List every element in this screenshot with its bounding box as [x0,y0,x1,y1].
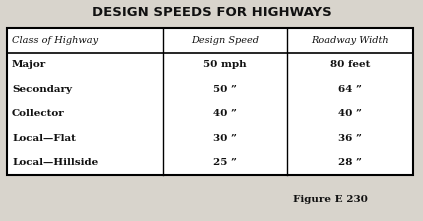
Text: 25 ”: 25 ” [213,158,237,167]
Text: 36 ”: 36 ” [338,134,362,143]
Text: Major: Major [12,60,47,69]
Text: Local—Flat: Local—Flat [12,134,76,143]
Text: 28 ”: 28 ” [338,158,362,167]
Text: 64 ”: 64 ” [338,85,362,94]
Text: 40 ”: 40 ” [213,109,237,118]
Text: 50 mph: 50 mph [203,60,247,69]
Text: Local—Hillside: Local—Hillside [12,158,98,167]
Text: Secondary: Secondary [12,85,72,94]
Text: Roadway Width: Roadway Width [311,36,389,45]
Text: DESIGN SPEEDS FOR HIGHWAYS: DESIGN SPEEDS FOR HIGHWAYS [92,6,331,19]
Text: 50 ”: 50 ” [213,85,237,94]
Text: Collector: Collector [12,109,65,118]
Text: Class of Highway: Class of Highway [12,36,98,45]
Text: 80 feet: 80 feet [330,60,370,69]
Text: 30 ”: 30 ” [213,134,237,143]
Text: Figure E 230: Figure E 230 [293,196,368,204]
Text: Design Speed: Design Speed [191,36,259,45]
Text: 40 ”: 40 ” [338,109,362,118]
